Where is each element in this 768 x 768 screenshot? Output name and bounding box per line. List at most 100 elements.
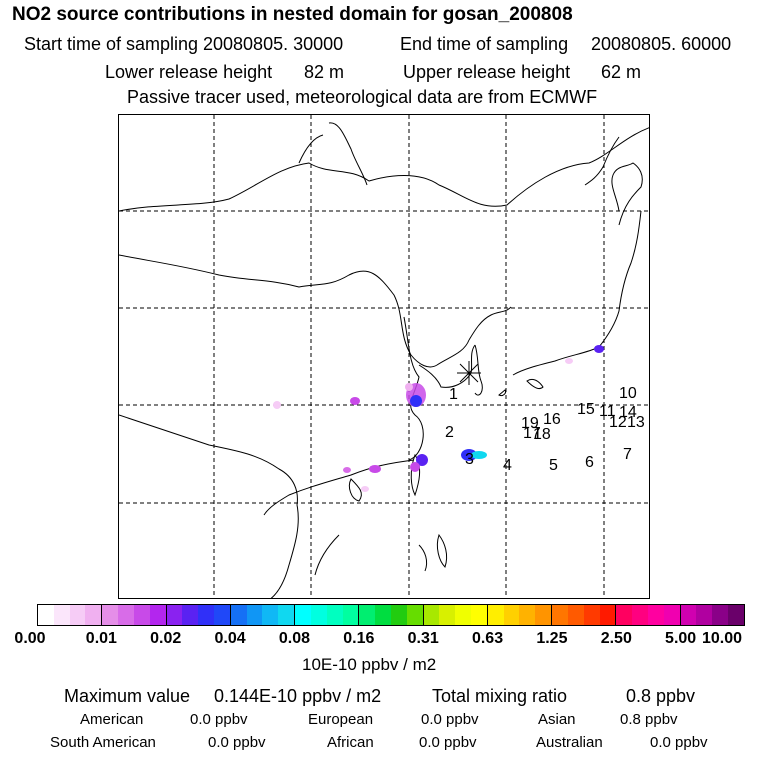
colorbar-swatch <box>632 605 649 625</box>
colorbar-swatch <box>359 605 376 625</box>
colorbar-swatch <box>406 605 423 625</box>
colorbar-tick-label: 0.00 <box>14 630 46 647</box>
colorbar-swatch <box>503 605 520 625</box>
american-label: American <box>80 711 144 728</box>
release-label-6: 6 <box>585 454 594 471</box>
colorbar-swatch <box>583 605 600 625</box>
release-label-14: 14 <box>619 404 637 421</box>
coastlines <box>119 122 649 598</box>
european-value: 0.0 ppbv <box>421 711 479 728</box>
lower-height-value: 82 m <box>304 62 345 82</box>
colorbar-tick-label: 0.08 <box>278 630 311 647</box>
colorbar-swatch <box>648 605 664 625</box>
release-label-2: 2 <box>445 424 454 441</box>
south-american-label: South American <box>50 734 156 751</box>
colorbar-swatch <box>69 605 86 625</box>
plumes <box>273 345 604 492</box>
graticule <box>119 115 649 598</box>
australian-value: 0.0 ppbv <box>650 734 708 751</box>
colorbar-swatch <box>552 605 568 625</box>
upper-height-label: Upper release height <box>403 62 571 82</box>
receptor-marker <box>457 361 481 385</box>
release-label-12: 12 <box>609 414 627 431</box>
release-label-18: 18 <box>533 426 551 443</box>
colorbar-tick-label: 5.00 <box>665 630 697 647</box>
colorbar-swatch <box>471 605 487 625</box>
release-label-1: 1 <box>449 386 458 403</box>
colorbar-swatch <box>616 605 633 625</box>
colorbar-swatch <box>38 605 54 625</box>
colorbar-swatch <box>567 605 584 625</box>
colorbar-segment <box>615 605 680 625</box>
colorbar-swatch <box>390 605 407 625</box>
colorbar-tick-label: 0.01 <box>85 630 117 647</box>
upper-height-value: 62 m <box>601 62 642 82</box>
release-label-4: 4 <box>503 457 512 474</box>
colorbar-unit: 10E-10 ppbv / m2 <box>302 655 437 674</box>
colorbar-tick-label: 0.04 <box>214 630 246 647</box>
colorbar-swatch <box>278 605 295 625</box>
release-label-3: 3 <box>465 451 474 468</box>
colorbar-segment <box>422 605 487 625</box>
release-label-11: 11 <box>599 403 616 420</box>
colorbar-swatch <box>102 605 119 625</box>
colorbar-swatch <box>213 605 230 625</box>
colorbar-swatch <box>262 605 279 625</box>
start-time-value: 20080805. 30000 <box>203 34 344 54</box>
colorbar-swatch <box>133 605 150 625</box>
end-time-value: 20080805. 60000 <box>591 34 732 54</box>
colorbar-swatch <box>166 605 183 625</box>
colorbar-swatch <box>439 605 456 625</box>
colorbar-swatch <box>310 605 327 625</box>
max-value-label: Maximum value <box>64 686 191 706</box>
colorbar <box>37 604 745 626</box>
south-american-value: 0.0 ppbv <box>208 734 266 751</box>
colorbar-swatch <box>149 605 166 625</box>
colorbar-swatch <box>712 605 729 625</box>
colorbar-swatch <box>375 605 391 625</box>
colorbar-swatch <box>680 605 697 625</box>
colorbar-segment <box>551 605 616 625</box>
colorbar-swatch <box>53 605 70 625</box>
map-canvas <box>119 115 649 598</box>
plot-title: NO2 source contributions in nested domai… <box>12 4 573 25</box>
max-value: 0.144E-10 ppbv / m2 <box>214 686 382 706</box>
release-label-13: 13 <box>627 414 645 431</box>
colorbar-swatch <box>535 605 552 625</box>
release-label-17: 17 <box>523 425 541 442</box>
release-label-19: 19 <box>521 415 539 432</box>
asian-label: Asian <box>538 711 576 728</box>
colorbar-swatch <box>118 605 134 625</box>
start-time-label: Start time of sampling <box>24 34 199 54</box>
colorbar-swatch <box>295 605 311 625</box>
american-value: 0.0 ppbv <box>190 711 248 728</box>
colorbar-swatch <box>230 605 247 625</box>
end-time-label: End time of sampling <box>400 34 569 54</box>
colorbar-swatch <box>663 605 680 625</box>
colorbar-swatch <box>487 605 504 625</box>
colorbar-swatch <box>599 605 616 625</box>
colorbar-swatch <box>198 605 214 625</box>
australian-label: Australian <box>536 734 603 751</box>
colorbar-tick-label: 10.00 <box>701 630 743 647</box>
colorbar-swatch <box>519 605 536 625</box>
colorbar-segment <box>679 605 744 625</box>
release-label-10: 10 <box>619 385 637 402</box>
colorbar-swatch <box>182 605 199 625</box>
release-label-15: 15 <box>577 401 595 418</box>
colorbar-segment <box>38 605 102 625</box>
map-panel: 1 2 3 4 5 6 7 10 15 11 14 12 13 16 19 17… <box>118 114 650 599</box>
european-label: European <box>308 711 374 728</box>
colorbar-swatch <box>246 605 263 625</box>
colorbar-segment <box>101 605 166 625</box>
colorbar-tick-label: 1.25 <box>536 630 568 647</box>
colorbar-tick-label: 0.16 <box>343 630 375 647</box>
total-mixing-label: Total mixing ratio <box>432 686 568 706</box>
lower-height-label: Lower release height <box>105 62 273 82</box>
african-value: 0.0 ppbv <box>419 734 477 751</box>
colorbar-segment <box>165 605 230 625</box>
release-label-7: 7 <box>623 446 632 463</box>
colorbar-tick-label: 2.50 <box>600 630 632 647</box>
african-label: African <box>327 734 374 751</box>
asian-value: 0.8 ppbv <box>620 711 678 728</box>
